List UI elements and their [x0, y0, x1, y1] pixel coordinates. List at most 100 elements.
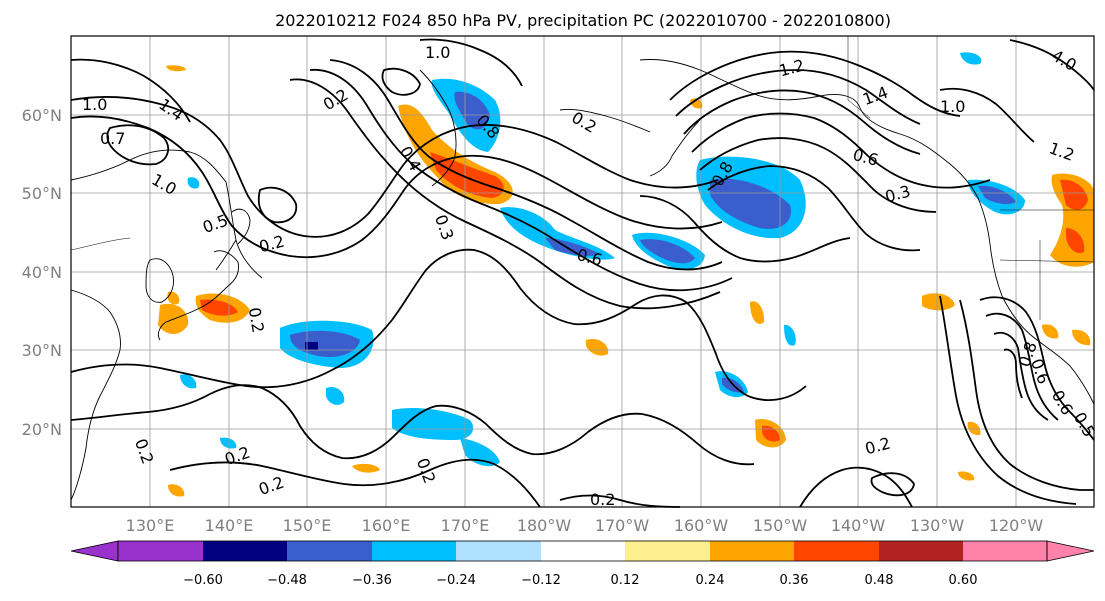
precip-negative-anomalies [180, 52, 1025, 467]
pv-contour [70, 58, 191, 123]
lat-tick-label: 30°N [22, 341, 62, 360]
precip-area [978, 185, 1016, 205]
lon-tick-label: 160°E [362, 516, 411, 535]
precip-area [784, 324, 796, 346]
pv-contour [870, 472, 915, 497]
colorbar-tick-label: −0.48 [267, 573, 307, 588]
precip-area [1072, 329, 1091, 346]
pv-contour [669, 50, 961, 117]
precip-area [200, 299, 238, 316]
pv-contour [70, 384, 755, 466]
colorbar: −0.60 −0.48 −0.36 −0.24 −0.12 0.12 0.24 … [70, 540, 1095, 588]
precip-area [922, 293, 955, 311]
precip-area [168, 484, 185, 497]
map-frame [70, 35, 1095, 508]
border-line [70, 237, 131, 251]
lon-tick-label: 120°W [989, 516, 1044, 535]
colorbar-tick-label: 0.12 [611, 573, 640, 588]
pv-contour [699, 137, 937, 213]
colorbar-tick-label: −0.60 [183, 573, 223, 588]
lon-tick-label: 140°W [831, 516, 886, 535]
pv-contour [70, 96, 719, 238]
latitude-labels: 20°N 30°N 40°N 50°N 60°N [22, 106, 62, 439]
pv-contour [381, 67, 421, 96]
pv-contour [979, 296, 1095, 441]
colorbar-segment [794, 541, 879, 561]
contour-label: 0.2 [245, 306, 268, 334]
precip-area [958, 471, 975, 481]
lon-tick-label: 130°W [910, 516, 965, 535]
pv-contour [985, 312, 1059, 421]
precip-area [305, 342, 318, 350]
contour-label: 1.0 [82, 95, 107, 114]
coastline-aleutians [559, 109, 651, 133]
coastline-asia [70, 149, 263, 279]
precip-area [750, 301, 765, 324]
colorbar-segment [879, 541, 963, 561]
lon-tick-label: 140°E [205, 516, 254, 535]
pv-contour [106, 124, 170, 166]
colorbar-segment [456, 541, 541, 561]
contour-label: 0.2 [590, 490, 615, 509]
pv-contour [309, 69, 733, 292]
pv-contour [799, 466, 913, 508]
lon-tick-label: 180°W [517, 516, 572, 535]
colorbar-tick-label: 0.24 [696, 573, 725, 588]
contour-label: 0.7 [100, 129, 125, 148]
coastline-japan [157, 208, 251, 341]
pv-contour [329, 59, 723, 271]
colorbar-tick-label: 0.36 [780, 573, 809, 588]
precip-area [1066, 228, 1085, 254]
map-background [71, 36, 1094, 507]
pv-contour [639, 195, 851, 263]
lon-tick-label: 170°E [441, 516, 490, 535]
precip-area [1060, 179, 1088, 210]
precip-area [430, 152, 504, 198]
pv-contour [169, 458, 541, 508]
pv-contour [419, 38, 523, 87]
precip-area [1042, 324, 1059, 339]
precip-area [640, 239, 695, 264]
colorbar-segment [118, 541, 203, 561]
pv-contour [675, 69, 921, 125]
border-line [999, 240, 1095, 320]
colorbar-extend-low [70, 540, 119, 562]
coastline-north-america [977, 197, 1095, 405]
border-line [847, 36, 871, 119]
precip-area [180, 374, 197, 389]
coastlines [70, 59, 1095, 501]
pv-contour [959, 299, 1094, 491]
coastline-korea [145, 258, 174, 303]
contour-label: 1.0 [425, 43, 450, 62]
map-panel: 1.0 0.7 1.4 1.0 0.5 0.2 0.2 0.2 0.2 0.2 … [70, 35, 1099, 509]
pv-contour [1003, 348, 1023, 399]
colorbar-segment [710, 541, 794, 561]
precip-area [290, 330, 360, 358]
colorbar-tick-label: −0.24 [436, 573, 476, 588]
precip-area [326, 386, 345, 405]
colorbar-segment [287, 541, 372, 561]
colorbar-tick-label: 0.60 [949, 573, 978, 588]
coastline-alaska [639, 59, 979, 199]
map-title: 2022010212 F024 850 hPa PV, precipitatio… [275, 11, 891, 30]
coastline-kamchatka [419, 69, 457, 187]
pv-contour [257, 186, 298, 224]
graticule [71, 36, 1094, 507]
precip-area [762, 425, 780, 442]
longitude-labels: 130°E 140°E 150°E 160°E 170°E 180°W 170°… [126, 516, 1044, 535]
precip-area [967, 421, 981, 436]
precip-positive-anomalies [158, 65, 1094, 497]
lat-tick-label: 40°N [22, 263, 62, 282]
lon-tick-label: 130°E [126, 516, 175, 535]
pv-contour [707, 165, 921, 252]
colorbar-segment [963, 541, 1047, 561]
colorbar-tick-label: −0.36 [352, 573, 392, 588]
precip-area [220, 437, 237, 449]
pv-contour [993, 331, 1049, 421]
precip-area [167, 291, 180, 305]
pv-contour [70, 115, 723, 259]
precip-area [500, 207, 615, 260]
lon-tick-label: 160°W [674, 516, 729, 535]
colorbar-segment [541, 541, 625, 561]
